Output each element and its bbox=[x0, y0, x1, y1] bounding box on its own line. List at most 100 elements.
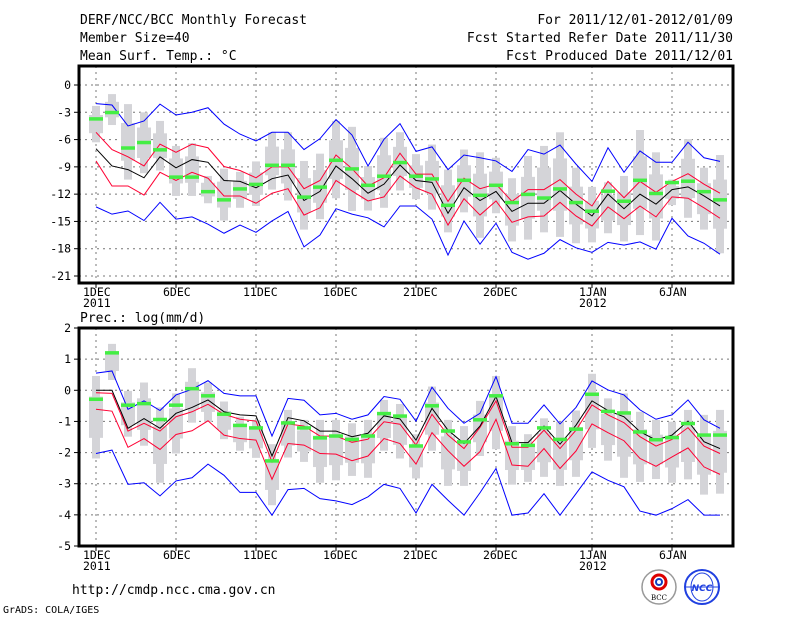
forecast-marker bbox=[393, 414, 407, 418]
forecast-marker bbox=[489, 183, 503, 188]
svg-text:NCC: NCC bbox=[692, 584, 713, 594]
ensemble-box bbox=[633, 156, 647, 209]
forecast-marker bbox=[473, 193, 487, 198]
ensemble-box bbox=[217, 181, 231, 208]
forecast-marker bbox=[329, 434, 343, 438]
ensemble-box bbox=[153, 426, 167, 464]
x-tick-year-label: 2012 bbox=[579, 296, 607, 310]
ensemble-box bbox=[265, 146, 279, 176]
forecast-marker bbox=[297, 195, 311, 199]
ensemble-box bbox=[569, 186, 583, 225]
forecast-marker bbox=[185, 175, 199, 179]
forecast-produced-date: Fcst Produced Date 2011/12/01 bbox=[506, 49, 733, 64]
forecast-marker bbox=[265, 459, 279, 463]
forecast-marker bbox=[169, 175, 183, 179]
forecast-marker bbox=[409, 174, 423, 178]
forecast-marker bbox=[601, 189, 615, 193]
forecast-marker bbox=[345, 167, 359, 171]
ensemble-box bbox=[505, 440, 519, 471]
ensemble-box bbox=[601, 195, 615, 221]
ensemble-box bbox=[361, 434, 375, 464]
y-tick-label: -4 bbox=[57, 508, 71, 522]
forecast-marker bbox=[409, 444, 423, 448]
forecast-marker bbox=[233, 187, 247, 191]
ensemble-box bbox=[633, 429, 647, 465]
forecast-marker bbox=[665, 180, 679, 185]
series-line-blue-lower bbox=[95, 201, 721, 260]
ensemble-box bbox=[329, 434, 343, 466]
y-tick-label: -1 bbox=[57, 414, 71, 428]
forecast-marker bbox=[537, 426, 551, 430]
ensemble-box bbox=[105, 352, 119, 371]
x-tick-label: 11DEC bbox=[243, 548, 278, 562]
x-tick-year-label: 2011 bbox=[83, 296, 111, 310]
y-tick-label: -2 bbox=[57, 446, 71, 460]
ensemble-box bbox=[441, 436, 455, 470]
forecast-marker bbox=[713, 198, 727, 202]
ensemble-box bbox=[121, 122, 135, 161]
forecast-marker bbox=[217, 198, 231, 202]
forecast-marker bbox=[617, 411, 631, 415]
ensemble-box bbox=[345, 436, 359, 463]
x-tick-year-label: 2011 bbox=[83, 559, 111, 573]
ensemble-box bbox=[601, 413, 615, 446]
forecast-marker bbox=[201, 394, 215, 398]
forecast-marker bbox=[457, 178, 471, 183]
x-tick-label: 1DEC bbox=[83, 548, 111, 562]
ensemble-box bbox=[537, 432, 551, 463]
forecast-marker bbox=[329, 158, 343, 163]
x-tick-year-label: 2012 bbox=[579, 559, 607, 573]
x-tick-label: 26DEC bbox=[483, 548, 518, 562]
forecast-marker bbox=[505, 200, 519, 205]
forecast-marker bbox=[201, 189, 215, 194]
series-line-red-upper bbox=[95, 131, 721, 207]
x-tick-label: 6JAN bbox=[659, 548, 687, 562]
ensemble-box bbox=[409, 445, 423, 468]
forecast-marker bbox=[137, 401, 151, 406]
forecast-marker bbox=[121, 403, 135, 407]
ensemble-box bbox=[137, 398, 151, 430]
forecast-marker bbox=[281, 163, 295, 168]
forecast-marker bbox=[249, 182, 263, 187]
forecast-marker bbox=[633, 430, 647, 434]
forecast-marker bbox=[361, 183, 375, 188]
ensemble-box bbox=[521, 446, 535, 470]
ensemble-box bbox=[489, 394, 503, 431]
x-tick-label: 16DEC bbox=[323, 285, 358, 299]
ensemble-box bbox=[201, 182, 215, 197]
ensemble-box bbox=[617, 414, 631, 457]
ensemble-box bbox=[393, 417, 407, 445]
series-line-blue-upper bbox=[95, 370, 721, 438]
y-tick-label: 1 bbox=[64, 352, 71, 366]
forecast-marker bbox=[105, 351, 119, 355]
forecast-start-date: Fcst Started Refer Date 2011/11/30 bbox=[467, 31, 733, 46]
y-tick-label: 0 bbox=[64, 78, 71, 92]
member-size: Member Size=40 bbox=[80, 31, 190, 46]
ensemble-box bbox=[521, 176, 535, 219]
forecast-marker bbox=[505, 442, 519, 446]
ncc-logo: NCC bbox=[684, 569, 720, 605]
forecast-marker bbox=[153, 417, 167, 422]
forecast-marker bbox=[601, 409, 615, 414]
forecast-marker bbox=[681, 179, 695, 183]
ensemble-box bbox=[425, 402, 439, 435]
ensemble-box bbox=[697, 434, 711, 475]
y-tick-label: -5 bbox=[57, 539, 71, 553]
y-tick-label: 0 bbox=[64, 383, 71, 397]
ensemble-box bbox=[249, 429, 263, 449]
forecast-marker bbox=[633, 178, 647, 183]
plot-frame bbox=[77, 326, 735, 548]
forecast-marker bbox=[377, 174, 391, 178]
ensemble-box bbox=[297, 430, 311, 452]
ensemble-box bbox=[649, 174, 663, 219]
forecast-marker bbox=[249, 426, 263, 430]
forecast-marker bbox=[217, 412, 231, 416]
forecast-marker bbox=[105, 110, 119, 115]
forecast-marker bbox=[313, 436, 327, 440]
y-tick-label: -18 bbox=[50, 242, 71, 256]
ensemble-box bbox=[153, 133, 167, 159]
source-url[interactable]: http://cmdp.ncc.cma.gov.cn bbox=[72, 583, 276, 598]
